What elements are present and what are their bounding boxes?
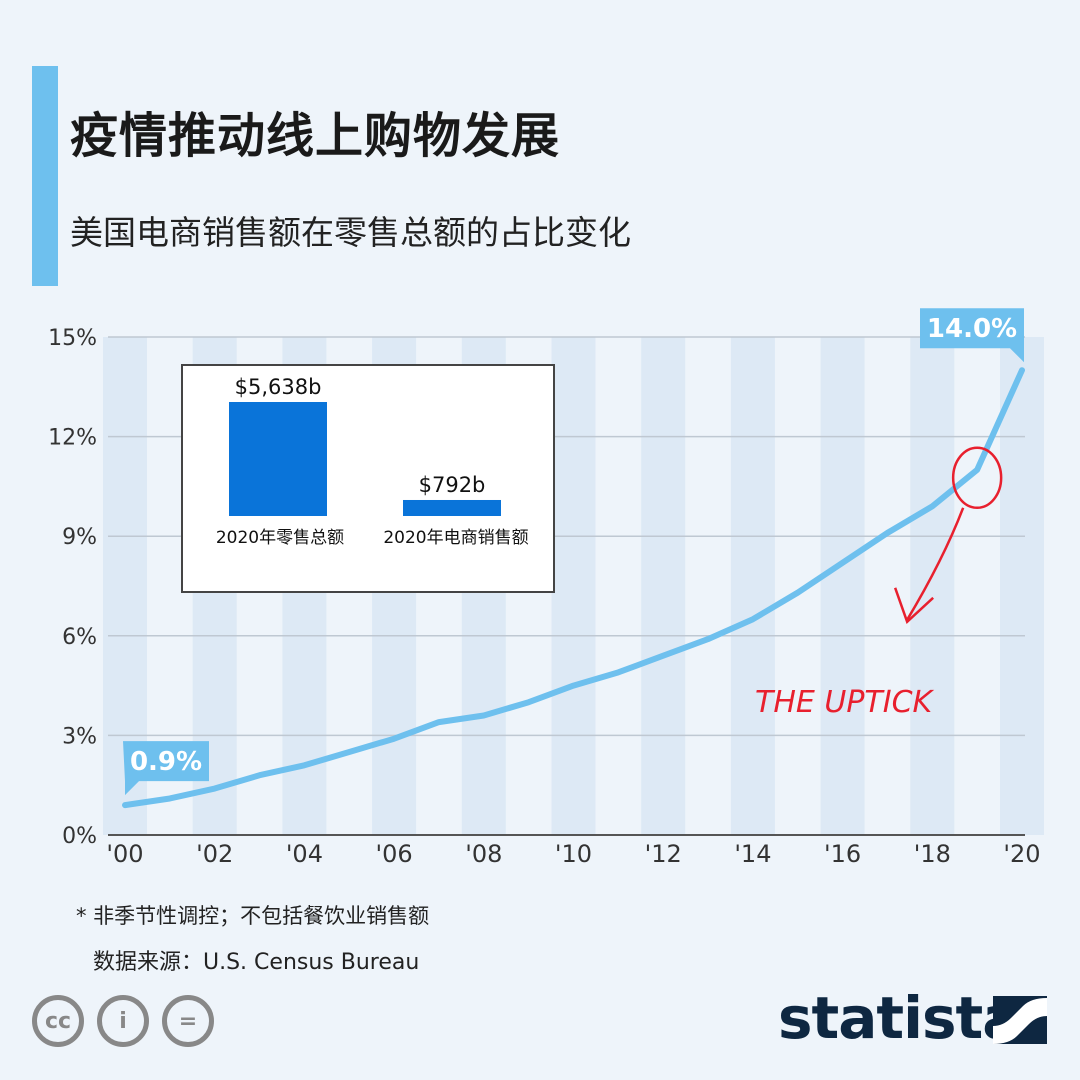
footnote: * 非季节性调控；不包括餐饮业销售额 — [76, 904, 430, 928]
x-tick-label: '04 — [286, 840, 323, 868]
page-subtitle: 美国电商销售额在零售总额的占比变化 — [70, 213, 631, 252]
year-band — [641, 337, 686, 835]
cc-icon: cc — [32, 995, 84, 1047]
x-tick-label: '06 — [376, 840, 413, 868]
x-tick-label: '12 — [645, 840, 682, 868]
inset-category-label: 2020年电商销售额 — [383, 528, 528, 548]
no-derivatives-icon: = — [162, 995, 214, 1047]
year-band — [820, 337, 865, 835]
annotation-arrowhead — [893, 587, 934, 625]
y-tick-label: 15% — [48, 326, 97, 351]
series-line — [122, 367, 1025, 809]
callout-label: 14.0% — [927, 314, 1017, 344]
callout-box — [920, 308, 1024, 363]
annotation-text: THE UPTICK — [755, 685, 935, 720]
year-band — [551, 337, 596, 835]
line-series — [122, 367, 1025, 809]
value-callout: 14.0% — [920, 308, 1024, 363]
x-tick-label: '16 — [824, 840, 861, 868]
source-note: 数据来源：U.S. Census Bureau — [93, 950, 420, 975]
attribution-icon: i — [97, 995, 149, 1047]
callout-label: 0.9% — [130, 747, 202, 777]
value-callout: 0.9% — [123, 741, 209, 796]
year-band — [730, 337, 775, 835]
x-tick-label: '02 — [196, 840, 233, 868]
inset-value-label: $5,638b — [235, 375, 322, 399]
callout-box — [123, 741, 209, 796]
x-tick-label: '10 — [555, 840, 592, 868]
x-tick-label: '00 — [106, 840, 143, 868]
x-tick-label: '14 — [734, 840, 771, 868]
x-tick-label: '20 — [1003, 840, 1040, 868]
annotation-circle — [951, 446, 1003, 510]
inset-bar-chart: $5,638b 2020年零售总额 $792b 2020年电商销售额 — [181, 364, 555, 593]
y-tick-label: 3% — [62, 724, 97, 749]
statista-logo-icon — [993, 996, 1047, 1044]
y-tick-label: 12% — [48, 426, 97, 451]
x-tick-label: '08 — [465, 840, 502, 868]
x-axis-ticks: '00 '02 '04 '06 '08 '10 '12 '14 '16 '18 '20 — [106, 840, 1040, 868]
inset-category-label: 2020年零售总额 — [216, 528, 344, 548]
y-tick-label: 6% — [62, 625, 97, 650]
y-tick-label: 0% — [62, 824, 97, 849]
callouts: 0.9% 14.0% — [123, 308, 1024, 796]
brand-logo-text: statista — [778, 984, 1021, 1052]
page-title: 疫情推动线上购物发展 — [70, 108, 561, 164]
y-axis-ticks: 0% 3% 6% 9% 12% 15% — [48, 326, 97, 849]
inset-bar — [229, 402, 327, 516]
title-accent-bar — [32, 66, 58, 286]
inset-value-label: $792b — [419, 473, 486, 497]
uptick-annotation: THE UPTICK — [755, 446, 1003, 720]
x-tick-label: '18 — [914, 840, 951, 868]
year-band — [910, 337, 955, 835]
inset-bar — [403, 499, 501, 516]
annotation-arrow — [906, 507, 965, 621]
y-tick-label: 9% — [62, 525, 97, 550]
year-band — [1000, 337, 1044, 835]
